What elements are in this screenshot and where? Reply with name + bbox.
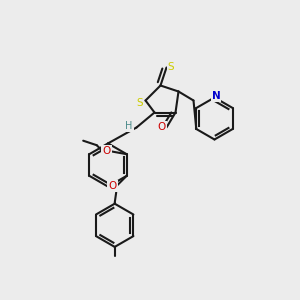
Text: S: S — [168, 62, 174, 73]
Text: S: S — [136, 98, 143, 109]
Text: O: O — [103, 146, 111, 156]
Text: H: H — [125, 121, 133, 131]
Text: N: N — [212, 91, 220, 101]
Text: O: O — [158, 122, 166, 133]
Text: O: O — [109, 181, 117, 191]
